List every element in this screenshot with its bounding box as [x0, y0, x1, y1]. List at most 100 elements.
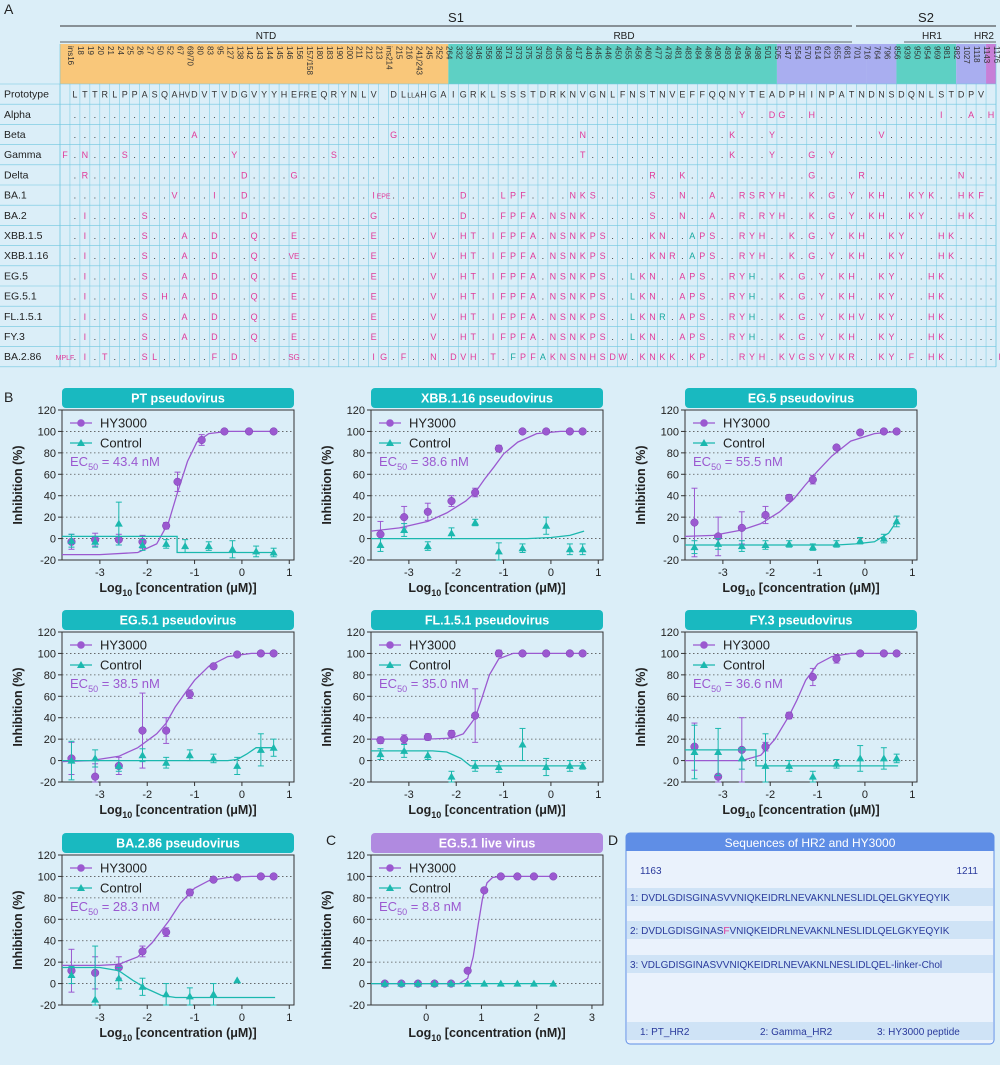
mutation-cell: P	[520, 352, 526, 362]
data-point	[495, 547, 503, 554]
chart-panel: XBB.1.16 pseudovirus-20020406080100120-3…	[320, 388, 603, 598]
mutation-cell: .	[343, 211, 346, 221]
mutation-cell: .	[213, 110, 216, 120]
mutation-cell: L	[152, 352, 157, 362]
data-point	[400, 735, 408, 743]
mutation-cell: .	[263, 312, 266, 322]
y-axis-label: Inhibition (%)	[11, 667, 25, 746]
mutation-cell: .	[611, 312, 614, 322]
mutation-cell: .	[920, 150, 923, 160]
mutation-cell: P	[510, 251, 516, 261]
mutation-cell: K	[640, 271, 646, 281]
mutation-cell: .	[781, 251, 784, 261]
mutation-cell: .	[303, 130, 306, 140]
data-point	[480, 887, 488, 895]
mutation-cell: .	[552, 130, 555, 140]
mutation-cell: .	[671, 130, 674, 140]
mutation-cell: D	[769, 110, 776, 120]
mutation-cell: .	[661, 170, 664, 180]
mutation-cell: .	[412, 191, 415, 201]
mutation-cell: .	[153, 130, 156, 140]
mutation-cell: .	[233, 170, 236, 180]
mutation-cell: K	[968, 191, 974, 201]
mutation-cell: D	[211, 251, 218, 261]
x-tick-label: 1	[478, 1012, 484, 1024]
data-point	[233, 976, 241, 983]
mutation-cell: .	[910, 312, 913, 322]
mutation-cell: .	[910, 150, 913, 160]
mutation-cell: .	[442, 130, 445, 140]
mutation-cell: .	[303, 332, 306, 342]
mutation-cell: .	[771, 352, 774, 362]
legend-control: Control	[409, 658, 451, 673]
mutation-cell: .	[621, 211, 624, 221]
mutation-cell: .	[631, 352, 634, 362]
mutation-cell: R	[82, 170, 89, 180]
mutation-cell: Y	[739, 271, 745, 281]
mutation-cell: .	[183, 170, 186, 180]
mutation-cell: .	[542, 211, 545, 221]
legend-hy3000-peptide: 3: HY3000 peptide	[877, 1027, 960, 1038]
mutation-cell: .	[502, 150, 505, 160]
mutation-cell: K	[580, 332, 586, 342]
mutation-cell: .	[133, 332, 136, 342]
x-tick-label: -2	[142, 789, 152, 801]
mutation-cell: S	[600, 271, 606, 281]
mutation-cell: .	[74, 312, 77, 322]
position-label: 478	[663, 46, 672, 60]
legend-hy3000: HY3000	[100, 861, 147, 876]
data-point	[257, 873, 265, 881]
y-tick-label: 60	[667, 469, 679, 481]
mutation-cell: G	[460, 90, 467, 100]
mutation-cell: .	[323, 312, 326, 322]
position-label: 716	[863, 46, 872, 60]
y-axis-label: Inhibition (%)	[634, 445, 648, 524]
mutation-cell: .	[114, 271, 117, 281]
mutation-cell: .	[74, 110, 77, 120]
mutation-cell: .	[900, 130, 903, 140]
mutation-cell: .	[273, 211, 276, 221]
mutation-cell: .	[542, 170, 545, 180]
mutation-cell: .	[611, 231, 614, 241]
mutation-cell: .	[263, 191, 266, 201]
mutation-cell: .	[542, 332, 545, 342]
mutation-cell: I	[84, 332, 87, 342]
mutation-cell: A	[181, 292, 187, 302]
variant-name: Prototype	[4, 89, 49, 101]
mutation-cell: .	[950, 110, 953, 120]
mutation-cell: .	[173, 332, 176, 342]
mutation-cell: G	[808, 150, 815, 160]
mutation-cell: .	[801, 211, 804, 221]
mutation-cell: .	[492, 211, 495, 221]
mutation-cell: F	[500, 251, 506, 261]
mutation-cell: T	[470, 332, 476, 342]
mutation-cell: D	[241, 191, 248, 201]
mutation-cell: .	[820, 231, 823, 241]
mutation-cell: .	[163, 251, 166, 261]
mutation-cell: .	[731, 231, 734, 241]
mutation-cell: .	[711, 271, 714, 281]
data-point	[198, 436, 206, 444]
mutation-cell: .	[820, 150, 823, 160]
mutation-cell: .	[402, 211, 405, 221]
mutation-cell: S	[600, 292, 606, 302]
mutation-cell: .	[402, 110, 405, 120]
mutation-cell: .	[930, 251, 933, 261]
mutation-cell: .	[94, 352, 97, 362]
mutation-cell: .	[452, 251, 455, 261]
mutation-cell: .	[153, 271, 156, 281]
mutation-cell: .	[74, 150, 77, 160]
mutation-cell: .	[771, 271, 774, 281]
mutation-cell: N	[659, 251, 666, 261]
mutation-cell: N	[599, 90, 606, 100]
mutation-cell: .	[970, 130, 973, 140]
mutation-cell: .	[193, 191, 196, 201]
mutation-cell: .	[163, 332, 166, 342]
y-tick-label: 80	[353, 893, 365, 905]
mutation-cell: .	[243, 231, 246, 241]
mutation-cell: A	[181, 231, 187, 241]
mutation-cell: K	[948, 231, 954, 241]
mutation-cell: .	[920, 292, 923, 302]
data-point	[162, 759, 170, 766]
